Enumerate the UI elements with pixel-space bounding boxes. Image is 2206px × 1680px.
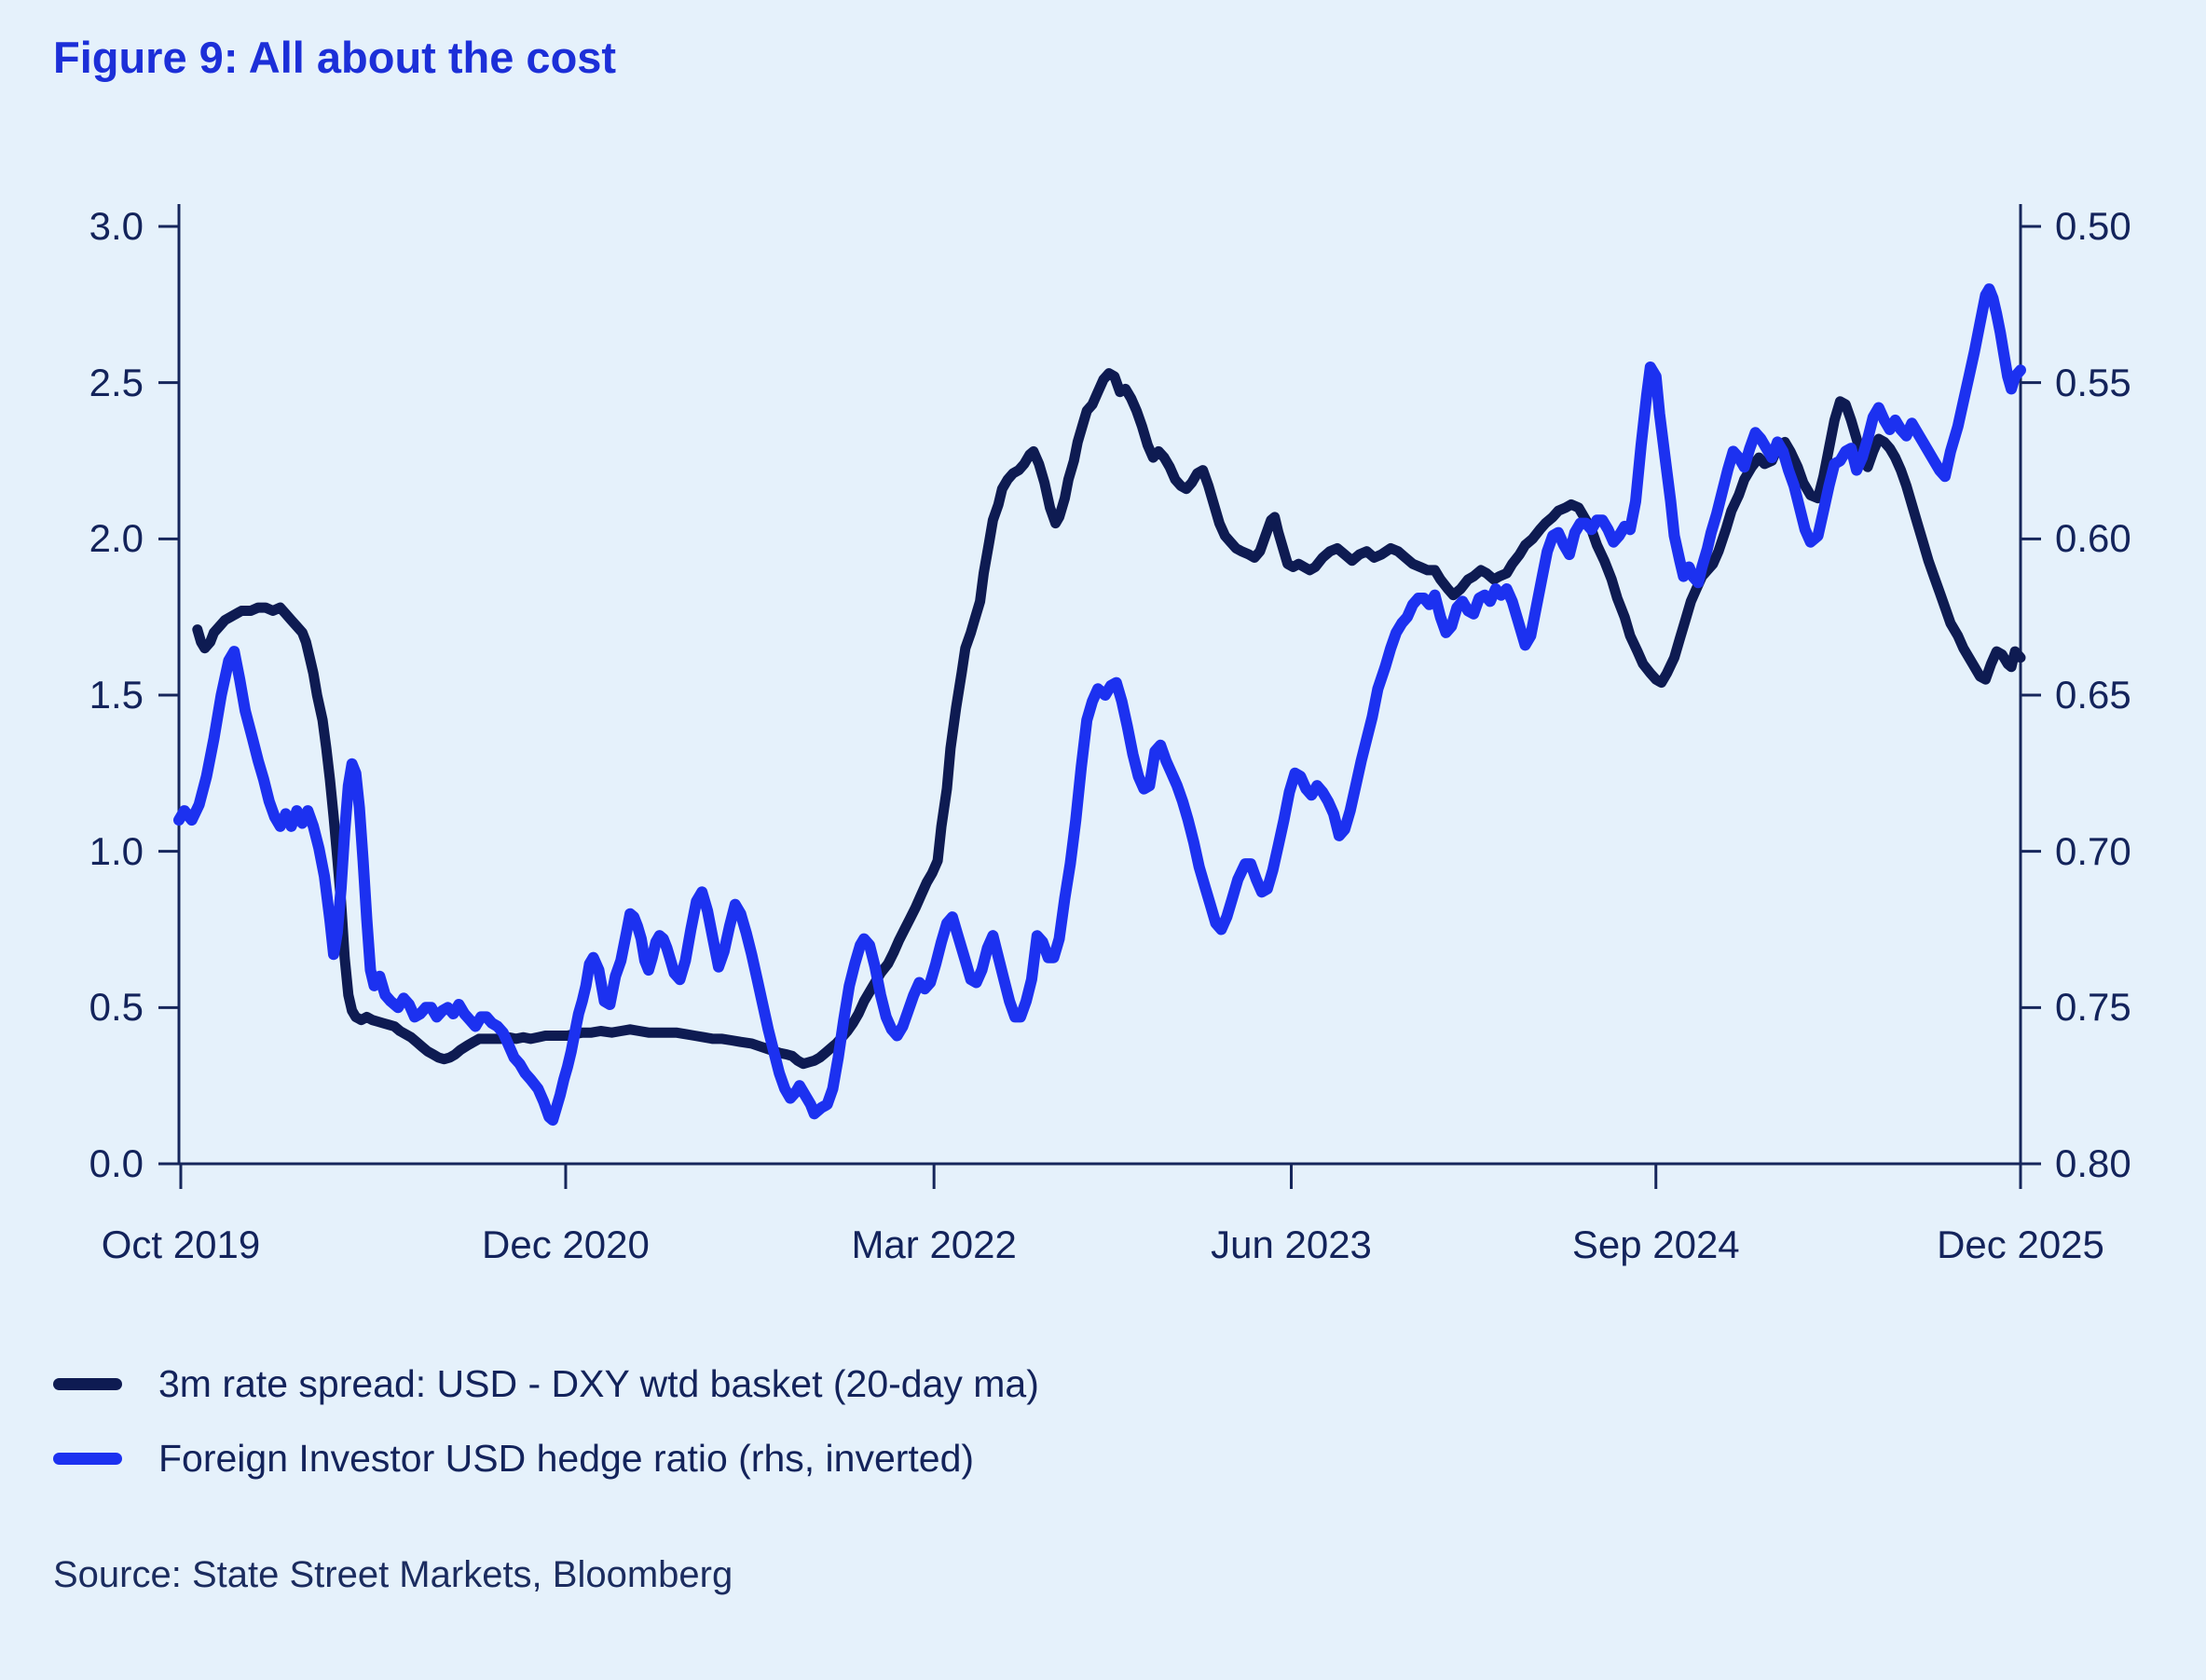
y-axis-label-left: 0.0: [89, 1141, 144, 1185]
x-axis-label: Dec 2020: [482, 1222, 650, 1266]
y-axis-label-right: 0.65: [2055, 673, 2131, 717]
y-axis-label-left: 1.5: [89, 673, 144, 717]
y-axis-label-left: 2.5: [89, 360, 144, 404]
series-line-rate-spread: [192, 368, 2026, 1070]
legend: 3m rate spread: USD - DXY wtd basket (20…: [53, 1362, 1039, 1481]
x-axis-label: Dec 2025: [1937, 1222, 2104, 1266]
y-axis-label-right: 0.70: [2055, 828, 2131, 873]
y-axis-label-right: 0.50: [2055, 204, 2131, 248]
x-axis-label: Jun 2023: [1211, 1222, 1372, 1266]
legend-swatch-blue-icon: [53, 1453, 122, 1465]
legend-label-hedge-ratio: Foreign Investor USD hedge ratio (rhs, i…: [158, 1437, 975, 1480]
figure-title: Figure 9: All about the cost: [53, 33, 617, 82]
legend-label-rate-spread: 3m rate spread: USD - DXY wtd basket (20…: [158, 1362, 1039, 1405]
source-text: Source: State Street Markets, Bloomberg: [53, 1554, 733, 1595]
legend-swatch-navy-icon: [53, 1378, 122, 1390]
legend-item-rate-spread: 3m rate spread: USD - DXY wtd basket (20…: [53, 1362, 1039, 1406]
y-axis-label-right: 0.75: [2055, 985, 2131, 1030]
series-line-hedge-ratio: [173, 283, 2026, 1127]
x-axis-label: Sep 2024: [1571, 1222, 1740, 1266]
y-axis-label-left: 3.0: [89, 204, 144, 248]
y-axis-label-right: 0.80: [2055, 1141, 2131, 1185]
y-axis-label-left: 0.5: [89, 985, 144, 1030]
x-axis-label: Mar 2022: [851, 1222, 1017, 1266]
y-axis-label-left: 1.0: [89, 828, 144, 873]
legend-item-hedge-ratio: Foreign Investor USD hedge ratio (rhs, i…: [53, 1437, 1039, 1481]
y-axis-label-right: 0.60: [2055, 516, 2131, 561]
x-axis-label: Oct 2019: [101, 1222, 261, 1266]
y-axis-label-right: 0.55: [2055, 360, 2131, 404]
y-axis-label-left: 2.0: [89, 516, 144, 561]
